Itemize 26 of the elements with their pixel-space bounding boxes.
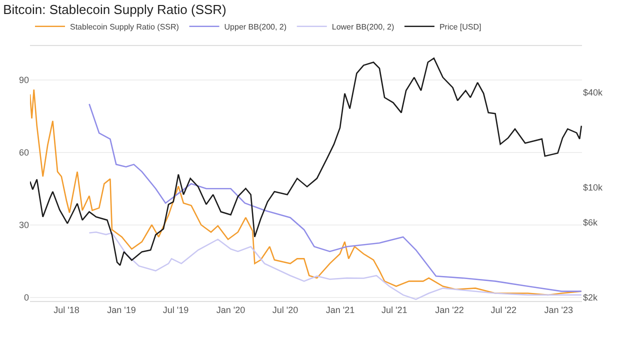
y2-tick-label: $10k <box>583 182 604 193</box>
y-tick-label: 90 <box>18 74 29 85</box>
y-tick-label: 60 <box>18 148 29 158</box>
x-tick-label: Jul '18 <box>54 304 80 315</box>
x-tick-label: Jan '19 <box>107 304 136 315</box>
chart-title: Bitcoin: Stablecoin Supply Ratio (SSR) <box>3 2 226 18</box>
y2-tick-label: $6k <box>583 217 598 228</box>
x-tick-label: Jan '23 <box>544 304 574 315</box>
y-tick-label: 0 <box>24 292 29 303</box>
y-tick-label: 30 <box>18 220 29 230</box>
legend-label: Upper BB(200, 2) <box>224 22 287 32</box>
x-tick-label: Jan '21 <box>326 304 355 315</box>
x-tick-label: Jul '19 <box>162 304 189 315</box>
y2-tick-label: $40k <box>583 88 604 98</box>
line-series <box>88 103 582 292</box>
legend-label: Price [USD] <box>439 22 482 32</box>
line-series <box>88 231 582 300</box>
line-series <box>30 58 582 266</box>
x-tick-label: Jul '20 <box>272 304 298 315</box>
y2-tick-label: $2k <box>583 292 598 303</box>
x-tick-label: Jan '20 <box>216 304 246 315</box>
x-tick-label: Jul '22 <box>490 304 516 315</box>
x-tick-label: Jan '22 <box>435 304 464 315</box>
legend-label: Stablecoin Supply Ratio (SSR) <box>70 22 180 32</box>
legend-label: Lower BB(200, 2) <box>332 22 394 32</box>
x-tick-label: Jul '21 <box>382 304 408 315</box>
